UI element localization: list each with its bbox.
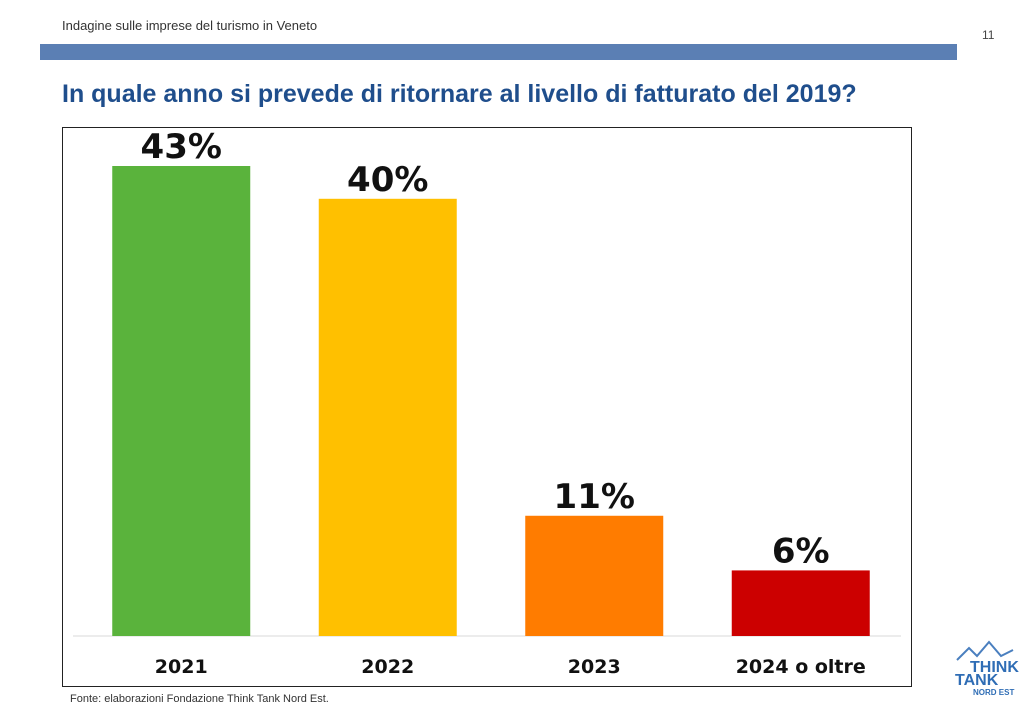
source-note: Fonte: elaborazioni Fondazione Think Tan… [70,693,329,705]
category-label: 2022 [361,656,414,678]
header-band [40,44,957,60]
data-label: 43% [141,128,222,167]
slide-title: In quale anno si prevede di ritornare al… [62,80,857,108]
logo-think: THINK [970,659,1019,676]
category-label: 2021 [155,656,208,678]
survey-header: Indagine sulle imprese del turismo in Ve… [62,18,318,33]
bar-2022 [318,198,457,636]
category-label: 2024 o oltre [736,656,866,678]
logo-nord-est: NORD EST [973,688,1014,697]
logo-mark: THINK TANK NORD EST [955,640,1019,697]
bar-2024-o-oltre [731,570,870,636]
logo-tank: TANK [955,672,999,689]
bar-chart: 43% 2021 40% 2022 11% 2023 6% 2024 o oltre [73,128,901,678]
data-label: 40% [347,160,428,200]
data-label: 11% [554,477,635,517]
category-label: 2023 [568,656,621,678]
bar-2021 [112,166,251,636]
bar-2023 [525,515,664,636]
chart-frame: 43% 2021 40% 2022 11% 2023 6% 2024 o oltre [62,127,912,687]
data-label: 6% [772,531,830,571]
think-tank-logo: THINK TANK NORD EST [945,640,1020,702]
page-number: 11 [982,28,995,42]
